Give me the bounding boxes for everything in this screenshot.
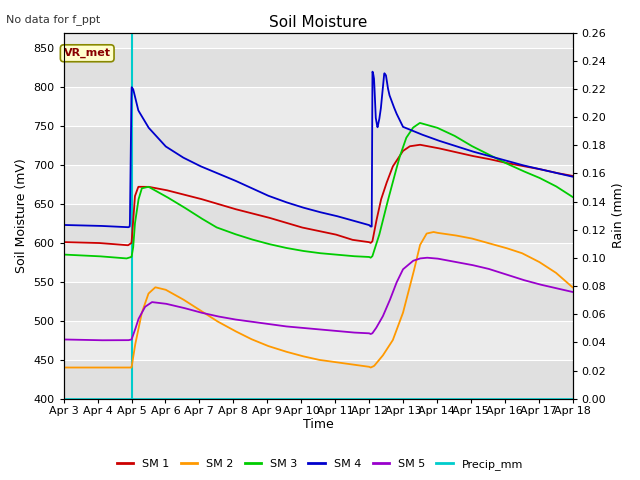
SM 5 [94, 337, 102, 343]
Title: Soil Moisture: Soil Moisture [269, 15, 367, 30]
SM 3 [308, 249, 316, 255]
Line: SM 4: SM 4 [64, 72, 573, 228]
Line: SM 5: SM 5 [64, 258, 573, 340]
SM 3 [569, 194, 577, 200]
SM 1 [569, 173, 577, 179]
SM 4 [461, 146, 468, 152]
SM 3 [122, 255, 130, 261]
Text: No data for f_ppt: No data for f_ppt [6, 14, 100, 25]
SM 1 [86, 240, 93, 246]
SM 1 [60, 239, 68, 245]
SM 4 [369, 69, 376, 74]
SM 5 [86, 337, 93, 343]
SM 5 [60, 336, 68, 342]
SM 4 [294, 203, 301, 209]
Bar [64, 321, 573, 360]
X-axis label: Time: Time [303, 419, 333, 432]
SM 2 [86, 365, 93, 371]
SM 1 [554, 170, 562, 176]
SM 2 [554, 272, 562, 277]
Bar [64, 204, 573, 243]
Bar [64, 87, 573, 126]
Bar [64, 126, 573, 165]
SM 4 [60, 222, 68, 228]
Y-axis label: Soil Moisture (mV): Soil Moisture (mV) [15, 158, 28, 273]
Bar [64, 282, 573, 321]
SM 3 [60, 252, 68, 257]
SM 2 [569, 285, 577, 290]
SM 5 [554, 286, 562, 291]
SM 5 [308, 326, 316, 332]
SM 5 [569, 289, 577, 295]
Bar [64, 48, 573, 87]
SM 5 [554, 286, 562, 291]
SM 1 [416, 142, 424, 148]
SM 5 [461, 261, 468, 266]
SM 2 [554, 272, 562, 277]
SM 3 [554, 185, 562, 191]
SM 1 [308, 227, 316, 232]
Line: SM 3: SM 3 [64, 123, 573, 258]
SM 1 [123, 242, 131, 248]
SM 1 [294, 224, 301, 229]
SM 3 [416, 120, 424, 126]
SM 2 [307, 355, 315, 361]
Bar [64, 243, 573, 282]
SM 4 [554, 170, 562, 176]
SM 3 [86, 253, 93, 259]
Y-axis label: Rain (mm): Rain (mm) [612, 183, 625, 249]
SM 5 [423, 255, 431, 261]
SM 4 [569, 174, 577, 180]
Legend: SM 1, SM 2, SM 3, SM 4, SM 5, Precip_mm: SM 1, SM 2, SM 3, SM 4, SM 5, Precip_mm [112, 455, 528, 474]
SM 3 [554, 185, 562, 191]
SM 2 [60, 365, 68, 371]
SM 5 [294, 324, 301, 330]
SM 2 [429, 229, 437, 235]
SM 2 [461, 234, 468, 240]
SM 3 [461, 139, 468, 145]
Bar [64, 360, 573, 399]
SM 1 [554, 170, 562, 176]
SM 4 [554, 170, 562, 176]
SM 4 [124, 225, 132, 230]
SM 1 [461, 151, 468, 157]
SM 3 [294, 247, 301, 253]
SM 4 [86, 223, 93, 228]
SM 4 [308, 207, 316, 213]
Text: VR_met: VR_met [64, 48, 111, 59]
SM 2 [294, 352, 301, 358]
Line: SM 1: SM 1 [64, 145, 573, 245]
Bar [64, 165, 573, 204]
Line: SM 2: SM 2 [64, 232, 573, 368]
